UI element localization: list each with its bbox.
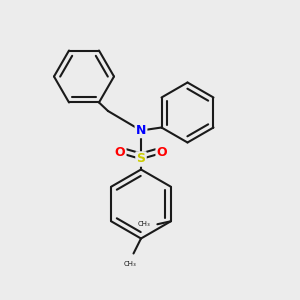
Text: O: O: [115, 146, 125, 160]
Text: CH₃: CH₃: [137, 221, 150, 227]
Text: O: O: [157, 146, 167, 160]
Text: N: N: [136, 124, 146, 137]
Text: S: S: [136, 152, 146, 166]
Text: CH₃: CH₃: [124, 261, 137, 267]
